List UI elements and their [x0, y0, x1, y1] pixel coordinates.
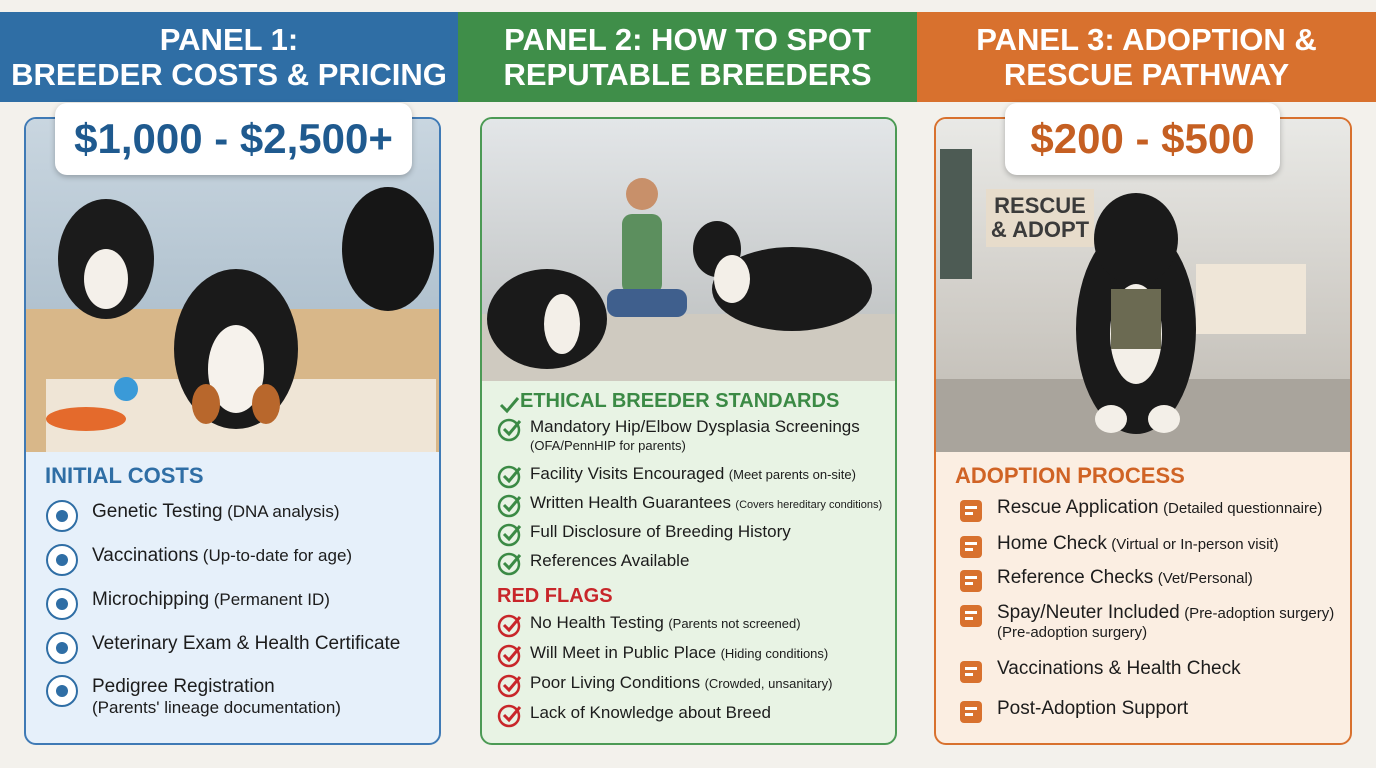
item-note: (Up-to-date for age): [202, 546, 353, 565]
item-icon: [497, 523, 522, 547]
item-icon: [960, 536, 982, 558]
list-item: Mandatory Hip/Elbow Dysplasia Screenings…: [530, 417, 860, 455]
section-heading: RED FLAGS: [497, 585, 613, 607]
item-icon: [46, 500, 78, 532]
list-item: Home Check (Virtual or In-person visit): [997, 533, 1279, 555]
item-label: Spay/Neuter Included: [997, 602, 1180, 623]
item-icon: [497, 552, 522, 576]
item-label: References Available: [530, 551, 690, 570]
item-icon: [46, 632, 78, 664]
item-label: Pedigree Registration: [92, 676, 275, 697]
header-line: RESCUE PATHWAY: [1003, 57, 1290, 92]
item-label: Genetic Testing: [92, 501, 223, 522]
item-note: (DNA analysis): [227, 502, 340, 521]
item-icon: [46, 544, 78, 576]
item-icon: [497, 644, 522, 668]
item-note: (Vet/Personal): [1157, 570, 1253, 587]
sign-text: RESCUE: [994, 193, 1086, 218]
header-line: PANEL 2: HOW TO SPOT: [504, 22, 871, 57]
list-item: Will Meet in Public Place (Hiding condit…: [530, 643, 828, 663]
list-item: Microchipping (Permanent ID): [92, 589, 330, 611]
item-label: Mandatory Hip/Elbow Dysplasia Screenings: [530, 417, 860, 436]
item-icon: [960, 570, 982, 592]
item-label: Home Check: [997, 533, 1107, 554]
item-icon: [497, 704, 522, 728]
item-note: (OFA/PennHIP for parents): [530, 438, 686, 453]
price-badge: $1,000 - $2,500+: [55, 103, 412, 175]
item-icon: [497, 418, 522, 442]
item-label: Microchipping: [92, 589, 210, 610]
panel-2-card: [480, 117, 897, 745]
item-note: (Pre-adoption surgery): [997, 624, 1148, 641]
item-note: (Parents' lineage documentation): [92, 698, 341, 717]
item-label: Will Meet in Public Place: [530, 643, 717, 662]
item-note: (Virtual or In-person visit): [1111, 536, 1279, 553]
item-note: (Covers hereditary conditions): [735, 499, 883, 511]
header-line: BREEDER COSTS & PRICING: [11, 57, 447, 92]
item-note: (Detailed questionnaire): [1163, 500, 1323, 517]
item-icon: [960, 605, 982, 627]
panel-2-header: PANEL 2: HOW TO SPOT REPUTABLE BREEDERS: [458, 12, 917, 102]
list-item: Post-Adoption Support: [997, 698, 1188, 720]
list-item: Spay/Neuter Included (Pre-adoption surge…: [997, 602, 1334, 642]
list-item: Reference Checks (Vet/Personal): [997, 567, 1253, 589]
item-icon: [497, 614, 522, 638]
item-note: (Pre-adoption surgery): [1184, 605, 1335, 622]
item-label: Reference Checks: [997, 567, 1154, 588]
header-line: PANEL 3: ADOPTION &: [976, 22, 1317, 57]
item-label: Post-Adoption Support: [997, 698, 1189, 719]
section-heading: ADOPTION PROCESS: [955, 463, 1185, 488]
item-icon: [497, 465, 522, 489]
item-label: Vaccinations & Health Check: [997, 658, 1241, 679]
panel-1-header: PANEL 1: BREEDER COSTS & PRICING: [0, 12, 458, 102]
item-icon: [497, 494, 522, 518]
item-label: Written Health Guarantees: [530, 493, 731, 512]
item-label: Poor Living Conditions: [530, 673, 701, 692]
list-item: Full Disclosure of Breeding History: [530, 522, 791, 542]
list-item: Written Health Guarantees (Covers heredi…: [530, 493, 882, 513]
header-line: REPUTABLE BREEDERS: [503, 57, 872, 92]
list-item: No Health Testing (Parents not screened): [530, 613, 801, 633]
item-label: Facility Visits Encouraged: [530, 464, 725, 483]
item-label: Full Disclosure of Breeding History: [530, 522, 791, 541]
list-item: Poor Living Conditions (Crowded, unsanit…: [530, 673, 832, 693]
list-item: Rescue Application (Detailed questionnai…: [997, 497, 1322, 519]
item-label: Veterinary Exam & Health Certificate: [92, 633, 401, 654]
item-icon: [960, 661, 982, 683]
item-label: Lack of Knowledge about Breed: [530, 703, 772, 722]
list-item: Lack of Knowledge about Breed: [530, 703, 771, 723]
item-icon: [960, 701, 982, 723]
item-icon: [497, 674, 522, 698]
item-icon: [46, 588, 78, 620]
item-label: Vaccinations: [92, 545, 199, 566]
header-line: PANEL 1:: [159, 22, 299, 57]
section-heading: INITIAL COSTS: [45, 463, 204, 488]
breeder-photo: [482, 119, 895, 381]
item-note: (Meet parents on-site): [728, 467, 856, 482]
item-icon: [46, 675, 78, 707]
list-item: Veterinary Exam & Health Certificate: [92, 633, 400, 655]
list-item: Vaccinations (Up-to-date for age): [92, 545, 352, 567]
price-badge: $200 - $500: [1005, 103, 1280, 175]
item-label: Rescue Application: [997, 497, 1159, 518]
check-icon: [499, 397, 520, 414]
item-note: (Hiding conditions): [720, 646, 829, 661]
panel-3-header: PANEL 3: ADOPTION & RESCUE PATHWAY: [917, 12, 1376, 102]
item-label: No Health Testing: [530, 613, 664, 632]
section-heading: ETHICAL BREEDER STANDARDS: [520, 390, 840, 412]
item-note: (Parents not screened): [668, 616, 801, 631]
list-item: References Available: [530, 551, 689, 571]
item-note: (Permanent ID): [213, 590, 330, 609]
item-note: (Crowded, unsanitary): [704, 676, 833, 691]
list-item: Facility Visits Encouraged (Meet parents…: [530, 464, 856, 484]
list-item: Vaccinations & Health Check: [997, 658, 1241, 680]
panel-3-card: RESCUE & ADOPT: [934, 117, 1352, 745]
item-icon: [960, 500, 982, 522]
list-item: Pedigree Registration (Parents' lineage d…: [92, 676, 341, 718]
sign-text: & ADOPT: [991, 217, 1090, 242]
list-item: Genetic Testing (DNA analysis): [92, 501, 340, 523]
